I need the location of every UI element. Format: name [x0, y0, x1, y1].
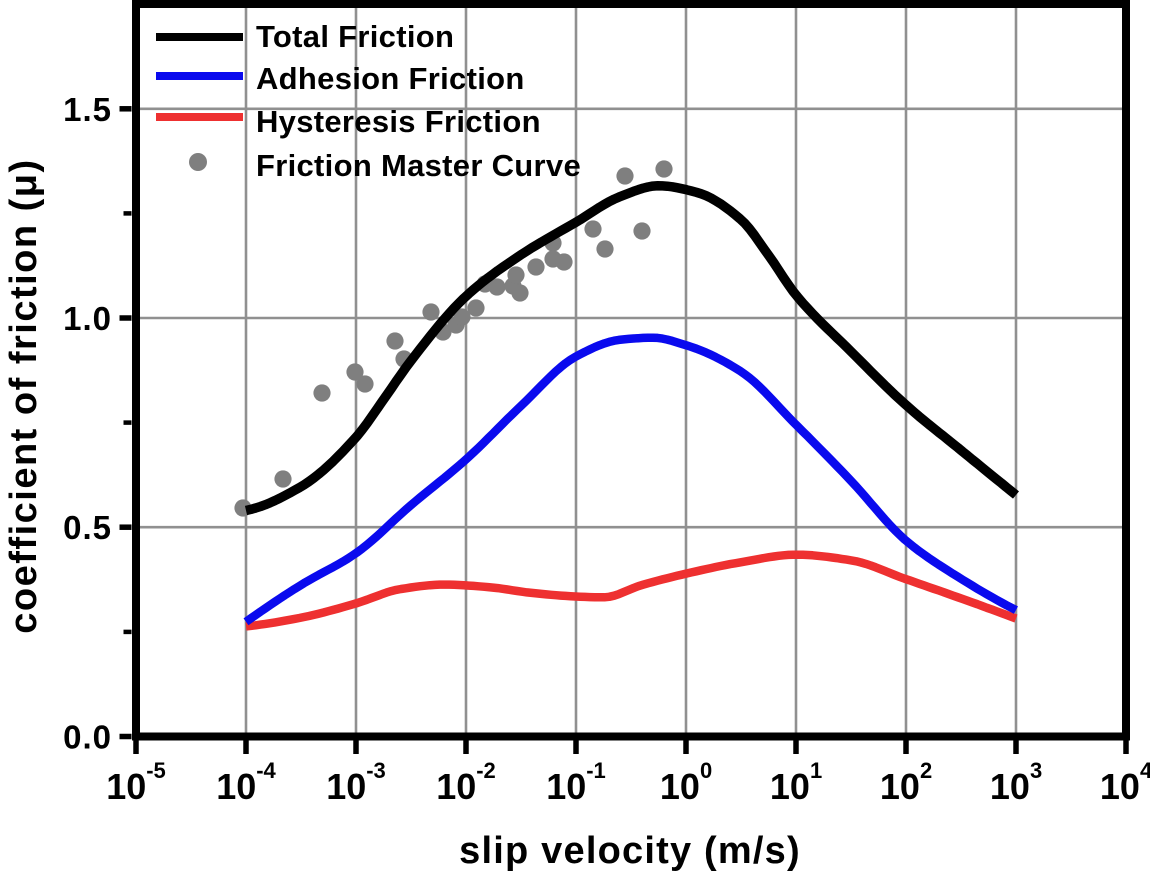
svg-text:Total Friction: Total Friction	[256, 19, 454, 54]
svg-text:10-2: 10-2	[436, 758, 496, 807]
svg-text:Friction Master Curve: Friction Master Curve	[256, 148, 581, 183]
svg-text:0.0: 0.0	[63, 719, 112, 756]
svg-text:1.5: 1.5	[63, 91, 112, 128]
svg-text:coefficient of friction (μ): coefficient of friction (μ)	[3, 158, 45, 633]
svg-text:1.0: 1.0	[63, 300, 112, 337]
svg-text:Hysteresis Friction: Hysteresis Friction	[256, 104, 541, 139]
svg-text:slip velocity (m/s): slip velocity (m/s)	[459, 830, 801, 872]
svg-text:Adhesion Friction: Adhesion Friction	[256, 61, 525, 96]
svg-text:0.5: 0.5	[63, 509, 112, 546]
